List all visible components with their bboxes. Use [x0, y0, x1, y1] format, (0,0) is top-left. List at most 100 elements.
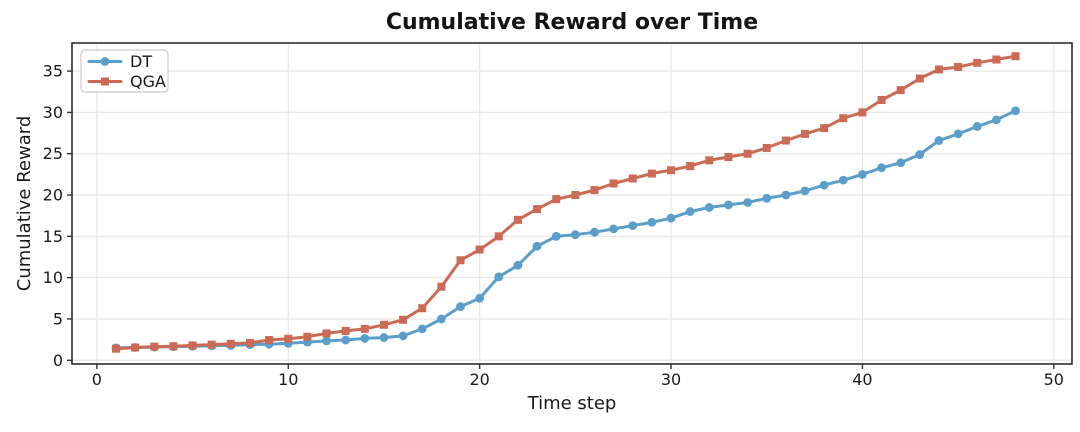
- legend-label-dt: DT: [130, 52, 152, 71]
- data-point-dt: [819, 180, 829, 190]
- data-point-dt: [532, 241, 542, 251]
- y-tick-label: 20: [43, 186, 63, 205]
- data-point-qga: [934, 65, 943, 74]
- legend-marker-square: [101, 77, 109, 86]
- data-point-dt: [494, 272, 504, 282]
- data-point-qga: [360, 324, 369, 333]
- data-point-qga: [494, 232, 503, 241]
- data-point-qga: [437, 282, 446, 291]
- data-point-qga: [992, 55, 1001, 64]
- data-point-qga: [609, 179, 618, 188]
- data-point-dt: [551, 231, 561, 241]
- data-point-dt: [417, 324, 427, 334]
- data-point-qga: [112, 344, 121, 353]
- data-point-dt: [685, 207, 695, 216]
- data-point-qga: [456, 256, 465, 265]
- data-point-dt: [972, 122, 982, 131]
- y-axis-ticks: 0 5 10 15 20 25 30 35: [43, 62, 72, 370]
- data-point-dt: [456, 302, 465, 311]
- y-axis-label: Cumulative Reward: [14, 116, 35, 292]
- data-point-dt: [379, 333, 389, 342]
- data-point-qga: [590, 186, 599, 195]
- data-point-qga: [150, 342, 159, 351]
- data-point-qga: [858, 108, 867, 117]
- data-point-dt: [666, 213, 676, 223]
- data-point-dt: [647, 217, 657, 227]
- data-point-qga: [839, 114, 848, 123]
- legend-marker-circle: [100, 57, 110, 66]
- data-point-dt: [704, 203, 714, 212]
- data-point-dt: [953, 129, 963, 139]
- data-point-qga: [1011, 52, 1020, 61]
- data-point-qga: [781, 136, 790, 145]
- x-tick-label: 10: [278, 370, 298, 389]
- data-point-qga: [820, 124, 829, 133]
- data-point-dt: [915, 150, 925, 159]
- data-point-qga: [954, 62, 963, 71]
- series-line-dt: [114, 109, 1017, 350]
- data-point-qga: [341, 326, 350, 335]
- data-point-qga: [131, 343, 140, 352]
- data-point-dt: [570, 230, 580, 240]
- x-axis-label: Time step: [527, 393, 617, 414]
- data-point-qga: [705, 156, 714, 165]
- data-point-qga: [284, 334, 293, 343]
- data-point-qga: [762, 143, 771, 152]
- data-point-dt: [341, 335, 351, 345]
- y-tick-label: 10: [43, 268, 63, 287]
- data-point-dt: [590, 227, 599, 237]
- data-point-dt: [992, 115, 1001, 125]
- data-point-dt: [628, 221, 638, 231]
- data-point-dt: [360, 333, 370, 343]
- x-tick-label: 20: [469, 370, 489, 389]
- data-point-qga: [188, 341, 197, 350]
- data-point-dt: [398, 331, 408, 341]
- data-point-dt: [724, 200, 733, 210]
- data-point-qga: [379, 320, 388, 329]
- y-tick-label: 30: [43, 103, 63, 122]
- data-point-dt: [838, 175, 848, 185]
- data-point-qga: [245, 338, 254, 347]
- data-point-dt: [877, 163, 886, 173]
- series-lines: [111, 52, 1020, 353]
- data-point-qga: [399, 315, 408, 324]
- data-point-qga: [169, 342, 178, 351]
- y-tick-label: 0: [53, 351, 63, 370]
- x-tick-label: 30: [661, 370, 681, 389]
- data-point-qga: [303, 332, 312, 341]
- chart-title: Cumulative Reward over Time: [386, 10, 758, 35]
- data-point-dt: [322, 336, 331, 346]
- data-point-qga: [322, 329, 331, 338]
- x-axis-ticks: 0 10 20 30 40 50: [92, 364, 1064, 389]
- data-point-qga: [667, 166, 676, 175]
- plot-border: [71, 42, 1073, 365]
- data-point-qga: [207, 340, 216, 349]
- x-tick-label: 50: [1044, 370, 1064, 389]
- data-point-dt: [781, 190, 791, 200]
- data-point-qga: [896, 86, 905, 95]
- x-tick-label: 40: [852, 370, 872, 389]
- data-point-dt: [858, 169, 867, 179]
- data-point-qga: [647, 169, 656, 178]
- data-point-dt: [934, 136, 944, 145]
- data-point-qga: [628, 174, 637, 183]
- data-point-qga: [571, 191, 580, 200]
- data-point-qga: [265, 336, 274, 345]
- data-point-dt: [762, 193, 772, 203]
- data-point-dt: [436, 314, 446, 324]
- data-point-qga: [724, 153, 733, 162]
- y-tick-label: 35: [43, 62, 63, 81]
- data-point-qga: [533, 205, 542, 214]
- y-tick-label: 15: [43, 227, 63, 246]
- data-point-dt: [609, 224, 619, 234]
- data-point-qga: [915, 74, 924, 83]
- data-point-qga: [801, 129, 810, 138]
- data-point-dt: [1011, 106, 1020, 116]
- data-point-qga: [877, 96, 886, 105]
- data-point-dt: [800, 186, 810, 196]
- data-point-dt: [475, 293, 485, 303]
- data-point-qga: [475, 245, 484, 254]
- gridlines: [72, 43, 1072, 364]
